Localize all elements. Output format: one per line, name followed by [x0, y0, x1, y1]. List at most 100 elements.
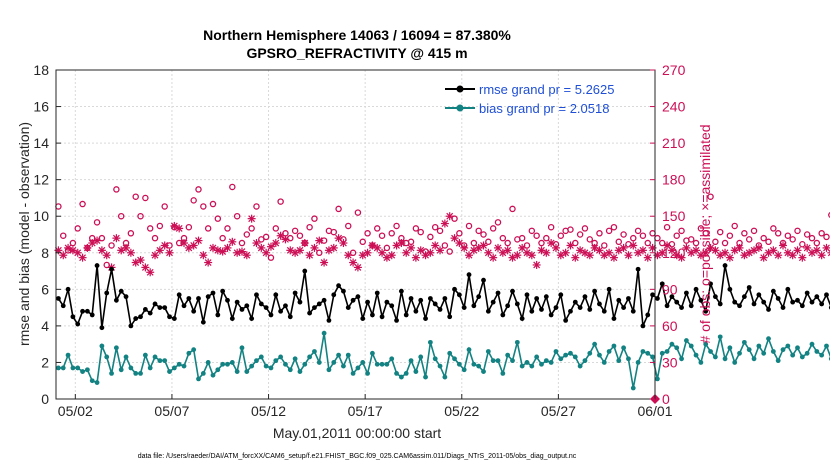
rmse-point — [355, 294, 361, 300]
obs-possible-marker — [364, 230, 371, 237]
rmse-point — [529, 308, 535, 314]
rmse-point — [563, 318, 569, 323]
bias-point — [273, 358, 279, 364]
bias-point — [500, 371, 506, 376]
obs-assimilated-marker — [353, 263, 362, 272]
obs-possible-marker — [316, 249, 323, 257]
obs-possible-marker — [306, 223, 313, 231]
obs-assimilated-marker — [271, 239, 280, 248]
obs-possible-marker — [229, 183, 236, 191]
bias-point — [558, 356, 564, 362]
obs-assimilated-marker — [440, 219, 449, 228]
bias-point — [708, 349, 713, 354]
obs-possible-marker — [823, 233, 830, 241]
rmse-point — [220, 288, 226, 294]
y-right-tick-label: 180 — [662, 172, 686, 188]
rmse-point — [809, 299, 815, 305]
obs-possible-marker — [248, 225, 255, 232]
obs-possible-marker — [431, 223, 439, 231]
rmse-point — [626, 296, 631, 301]
rmse-point — [394, 318, 399, 323]
obs-possible-marker — [359, 238, 366, 246]
obs-possible-marker — [586, 236, 594, 243]
rmse-point — [321, 297, 327, 303]
rmse-point — [374, 290, 380, 296]
rmse-point — [756, 292, 762, 298]
bias-point — [645, 350, 651, 356]
rmse-point — [606, 286, 612, 292]
y-axis-left-label: rmse and bias (model - observation) — [16, 122, 32, 346]
rmse-point — [775, 296, 781, 301]
rmse-point — [84, 308, 90, 314]
obs-assimilated-marker — [561, 248, 570, 257]
obs-possible-marker — [528, 227, 536, 235]
rmse-point — [761, 299, 767, 305]
obs-assimilated-stroke — [827, 253, 830, 257]
rmse-point — [413, 308, 419, 314]
obs-possible-marker — [446, 248, 453, 255]
obs-possible-marker — [489, 225, 497, 232]
rmse-point — [70, 314, 76, 320]
obs-possible-marker — [113, 186, 120, 193]
rmse-point — [442, 296, 448, 301]
rmse-point — [75, 321, 81, 327]
obs-possible-marker — [581, 225, 589, 232]
bias-point — [254, 358, 259, 364]
obs-assimilated-marker — [827, 249, 830, 257]
bias-point — [398, 374, 404, 380]
rmse-point — [693, 286, 699, 292]
y-left-tick-label: 14 — [33, 135, 49, 151]
bias-point — [539, 361, 544, 367]
rmse-point — [171, 316, 177, 321]
rmse-point — [698, 297, 704, 303]
rmse-point — [210, 290, 216, 296]
bias-point — [510, 358, 515, 364]
obs-possible-marker — [784, 232, 792, 239]
bias-point — [679, 356, 684, 362]
y-left-tick-label: 4 — [41, 318, 49, 334]
obs-assimilated-marker — [638, 246, 647, 255]
y-right-tick-label: 0 — [662, 391, 670, 407]
bias-point — [427, 339, 433, 345]
obs-assimilated-marker — [677, 253, 686, 262]
bias-point — [756, 343, 762, 349]
obs-possible-marker — [373, 225, 381, 232]
obs-possible-marker — [93, 219, 101, 226]
bias-point — [693, 352, 699, 358]
obs-assimilated-marker — [754, 243, 763, 252]
rmse-point — [239, 307, 245, 312]
rmse-point — [147, 310, 153, 316]
rmse-point — [403, 312, 409, 318]
bias-point — [263, 363, 269, 369]
obs-assimilated-marker — [725, 253, 734, 262]
rmse-point — [572, 299, 578, 305]
rmse-point — [263, 305, 269, 311]
bias-point — [133, 371, 139, 376]
obs-possible-marker — [151, 234, 159, 242]
bias-point — [751, 356, 757, 362]
bias-point — [84, 367, 90, 373]
rmse-point — [630, 308, 636, 314]
obs-assimilated-marker — [619, 243, 628, 252]
bias-point — [790, 352, 796, 358]
rmse-point — [186, 296, 192, 301]
x-tick-label: 05/22 — [444, 403, 479, 419]
rmse-point — [56, 296, 61, 301]
rmse-point — [80, 308, 85, 314]
bias-point — [258, 354, 264, 360]
bias-point — [321, 330, 327, 336]
bias-point — [519, 363, 525, 369]
rmse-point — [234, 299, 240, 305]
obs-assimilated-marker — [262, 248, 271, 257]
legend-bias-label: bias grand pr = 2.0518 — [479, 101, 609, 116]
obs-possible-marker — [789, 236, 796, 243]
rmse-point — [89, 312, 95, 318]
bias-point — [770, 349, 776, 354]
rmse-point — [746, 285, 752, 290]
obs-assimilated-marker — [397, 239, 406, 248]
obs-possible-marker — [224, 225, 231, 232]
bias-point — [297, 369, 303, 374]
bias-point — [577, 363, 583, 369]
obs-assimilated-marker — [571, 253, 580, 262]
rmse-point — [94, 263, 100, 268]
